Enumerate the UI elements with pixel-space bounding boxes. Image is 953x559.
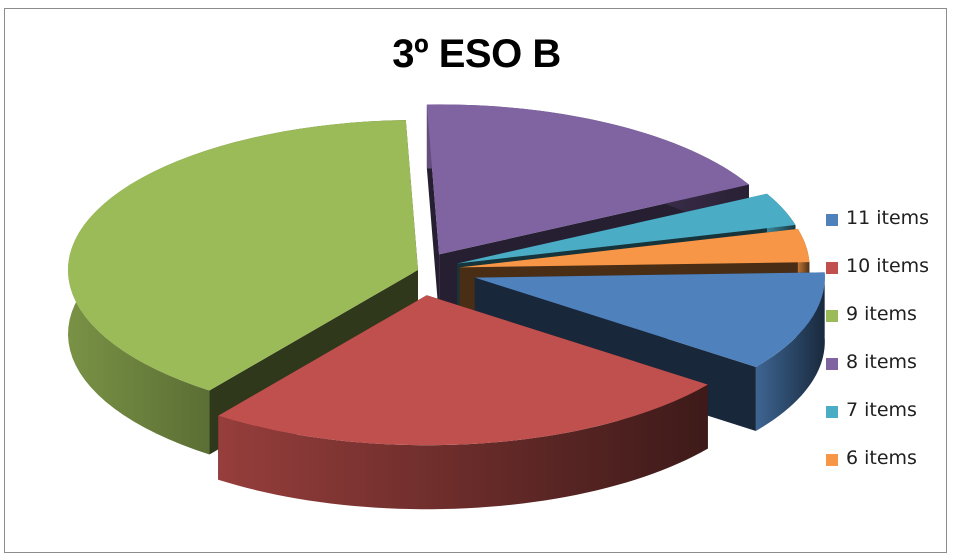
pie-slice-7-items (457, 193, 796, 264)
chart-legend: 11 items 10 items 9 items 8 items 7 items 6 i… (826, 196, 929, 484)
legend-swatch (826, 262, 838, 274)
legend-label: 8 items (846, 351, 917, 373)
chart-title: 3º ESO B (392, 32, 561, 76)
pie-slice-6-items (459, 228, 810, 268)
legend-label: 9 items (846, 303, 917, 325)
legend-item: 11 items (826, 196, 929, 244)
pie-slice-11-items (474, 272, 825, 367)
legend-swatch (826, 454, 838, 466)
legend-swatch (826, 214, 838, 226)
legend-swatch (826, 358, 838, 370)
legend-swatch (826, 406, 838, 418)
pie-slice-side (755, 272, 825, 431)
pie-slice-9-items (68, 120, 419, 391)
legend-label: 6 items (846, 447, 917, 469)
legend-item: 9 items (826, 292, 929, 340)
legend-label: 11 items (846, 207, 930, 229)
pie-slice-10-items (218, 295, 708, 446)
legend-label: 10 items (846, 255, 930, 277)
legend-swatch (826, 310, 838, 322)
legend-item: 10 items (826, 244, 929, 292)
legend-label: 7 items (846, 399, 917, 421)
legend-item: 6 items (826, 436, 929, 484)
pie-slice-8-items (426, 104, 749, 255)
pie-slice-side (218, 384, 708, 510)
legend-item: 8 items (826, 340, 929, 388)
legend-item: 7 items (826, 388, 929, 436)
